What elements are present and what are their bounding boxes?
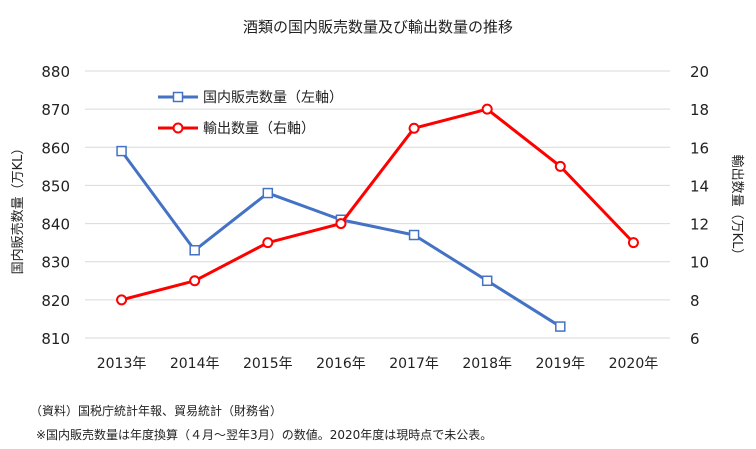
right-tick-label: 8 bbox=[690, 292, 700, 310]
left-tick-label: 850 bbox=[41, 177, 70, 195]
legend-label: 輸出数量（右軸） bbox=[203, 121, 315, 137]
x-tick-label: 2016年 bbox=[316, 356, 366, 372]
x-tick-label: 2015年 bbox=[243, 356, 293, 372]
data-point bbox=[262, 187, 274, 199]
right-tick-label: 18 bbox=[690, 101, 709, 119]
series-group bbox=[116, 103, 639, 332]
right-tick-label: 20 bbox=[690, 63, 709, 81]
left-tick-label: 880 bbox=[41, 63, 70, 81]
data-point bbox=[481, 103, 493, 115]
legend-marker bbox=[172, 122, 184, 134]
right-tick-label: 14 bbox=[690, 177, 709, 195]
data-point bbox=[116, 145, 127, 157]
data-point bbox=[189, 245, 200, 256]
legend-label: 国内販売数量（左軸） bbox=[203, 90, 343, 106]
x-axis-ticks: 2013年 2014年 2015年 2016年 2017年 2018年 2019年 2020年 bbox=[97, 356, 659, 372]
x-tick-label: 2020年 bbox=[609, 356, 659, 372]
right-tick-label: 6 bbox=[690, 330, 700, 348]
x-tick-label: 2019年 bbox=[535, 356, 585, 372]
data-point bbox=[189, 275, 201, 287]
data-point bbox=[262, 237, 274, 249]
data-point bbox=[408, 229, 420, 241]
left-axis-ticks: 880 870 860 850 840 830 820 810 bbox=[41, 63, 70, 348]
data-point bbox=[481, 275, 493, 287]
series-line-2 bbox=[121, 107, 635, 302]
footnote: ※国内販売数量は年度換算（４月～翌年3月）の数値。2020年度は現時点で未公表。 bbox=[36, 428, 493, 442]
left-tick-label: 870 bbox=[41, 101, 70, 119]
left-tick-label: 830 bbox=[41, 254, 70, 272]
data-point bbox=[555, 321, 566, 332]
left-tick-label: 820 bbox=[41, 292, 70, 310]
chart-title: 酒類の国内販売数量及び輸出数量の推移 bbox=[243, 18, 513, 36]
left-tick-label: 840 bbox=[41, 216, 70, 234]
left-tick-label: 810 bbox=[41, 330, 70, 348]
left-axis-label: 国内販売数量（万KL） bbox=[10, 142, 26, 275]
data-point bbox=[116, 294, 128, 306]
legend: 国内販売数量（左軸） 輸出数量（右軸） bbox=[158, 90, 343, 137]
data-point bbox=[335, 218, 347, 230]
data-point bbox=[627, 237, 639, 249]
right-tick-label: 16 bbox=[690, 139, 709, 157]
x-tick-label: 2018年 bbox=[462, 356, 512, 372]
data-point bbox=[554, 160, 566, 172]
x-tick-label: 2014年 bbox=[170, 356, 220, 372]
right-axis-label: 輸出数量（万KL） bbox=[729, 155, 744, 262]
x-tick-label: 2013年 bbox=[97, 356, 147, 372]
x-tick-label: 2017年 bbox=[389, 356, 439, 372]
legend-marker bbox=[172, 91, 184, 103]
right-axis-ticks: 20 18 16 14 12 10 8 6 bbox=[690, 63, 709, 348]
right-tick-label: 12 bbox=[690, 216, 709, 234]
left-tick-label: 860 bbox=[41, 139, 70, 157]
right-tick-label: 10 bbox=[690, 254, 709, 272]
grid bbox=[85, 70, 670, 339]
source-note: （資料）国税庁統計年報、貿易統計（財務省） bbox=[30, 404, 283, 418]
data-point bbox=[408, 122, 420, 134]
